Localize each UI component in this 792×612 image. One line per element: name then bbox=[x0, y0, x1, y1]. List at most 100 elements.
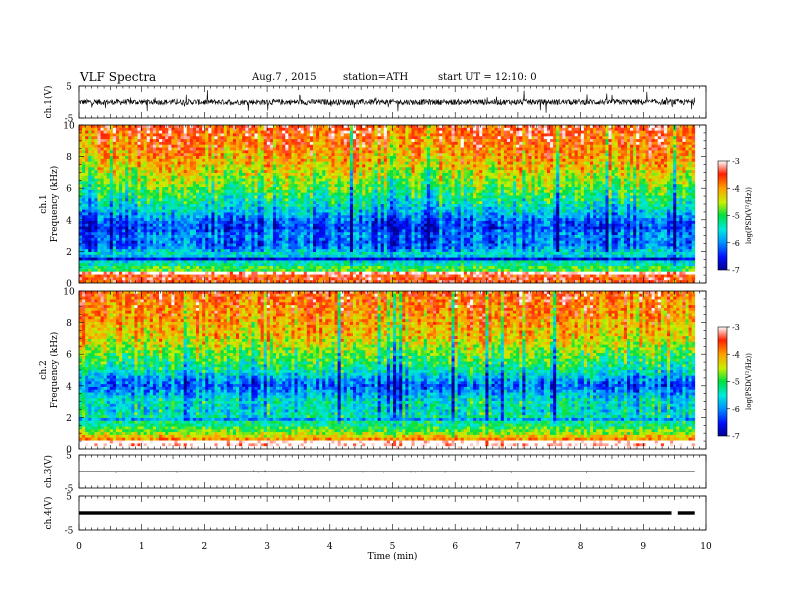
spectrogram-cell bbox=[617, 156, 622, 160]
spectrogram-cell bbox=[257, 178, 262, 182]
spectrogram-cell bbox=[282, 127, 286, 132]
spectrogram-cell bbox=[663, 133, 668, 137]
spectrogram-cell bbox=[356, 158, 360, 163]
spectrogram-cell bbox=[516, 175, 520, 180]
spectrogram-cell bbox=[174, 175, 178, 180]
spectrogram-cell bbox=[522, 153, 526, 157]
spectrogram-cell bbox=[199, 147, 203, 151]
spectrogram-cell bbox=[79, 130, 83, 134]
spectrogram-cell bbox=[202, 172, 206, 177]
spectrogram-cell bbox=[174, 158, 178, 163]
spectrogram-cell bbox=[682, 181, 686, 185]
spectrogram-cell bbox=[306, 130, 311, 134]
spectrogram-cell bbox=[134, 136, 138, 140]
spectrogram-cell bbox=[291, 153, 295, 157]
spectrogram-cell bbox=[667, 144, 671, 148]
spectrogram-cell bbox=[599, 153, 603, 157]
spectrogram-cell bbox=[663, 130, 668, 134]
spectrogram-cell bbox=[670, 184, 674, 188]
spectrogram-cell bbox=[162, 189, 166, 194]
spectrogram-cell bbox=[676, 172, 680, 177]
spectrogram-cell bbox=[199, 139, 203, 143]
spectrogram-cell bbox=[617, 133, 622, 137]
spectrogram-cell bbox=[174, 130, 178, 134]
spectrogram-cell bbox=[531, 136, 536, 140]
spectrogram-cell bbox=[325, 153, 329, 157]
spectrogram-cell bbox=[309, 125, 314, 129]
spectrogram-cell bbox=[583, 175, 588, 180]
spectrogram-cell bbox=[602, 153, 606, 157]
spectrogram-cell bbox=[189, 172, 194, 177]
spectrogram-cell bbox=[146, 167, 151, 171]
spectrogram-cell bbox=[556, 127, 560, 132]
spectrogram-cell bbox=[232, 156, 237, 160]
spectrogram-cell bbox=[445, 156, 449, 160]
spectrogram-cell bbox=[168, 144, 172, 148]
spectrogram-cell bbox=[192, 181, 197, 185]
spectrogram-cell bbox=[226, 130, 231, 134]
spectrogram-cell bbox=[334, 181, 338, 185]
spectrogram-cell bbox=[245, 133, 249, 137]
spectrogram-cell bbox=[448, 181, 452, 185]
spectrogram-cell bbox=[199, 175, 203, 180]
spectrogram-cell bbox=[543, 153, 548, 157]
spectrogram-cell bbox=[380, 164, 385, 168]
spectrogram-cell bbox=[562, 133, 566, 137]
spectrogram-cell bbox=[349, 161, 354, 165]
spectrogram-cell bbox=[125, 161, 129, 165]
spectrogram-cell bbox=[469, 158, 474, 163]
spectrogram-cell bbox=[534, 136, 539, 140]
spectrogram-cell bbox=[334, 164, 338, 168]
spectrogram-cell bbox=[88, 189, 92, 194]
spectrogram-cell bbox=[448, 158, 452, 163]
spectrogram-cell bbox=[300, 187, 305, 191]
spectrogram-cell bbox=[494, 187, 499, 191]
spectrogram-cell bbox=[466, 187, 471, 191]
spectrogram-cell bbox=[285, 164, 289, 168]
spectrogram-cell bbox=[220, 150, 225, 154]
spectrogram-cell bbox=[429, 178, 434, 182]
spectrogram-cell bbox=[620, 150, 625, 154]
spectrogram-cell bbox=[648, 175, 653, 180]
spectrogram-cell bbox=[303, 189, 308, 194]
spectrogram-cell bbox=[294, 189, 298, 194]
spectrogram-cell bbox=[593, 167, 597, 171]
spectrogram-cell bbox=[349, 158, 354, 163]
spectrogram-cell bbox=[513, 184, 517, 188]
spectrogram-cell bbox=[436, 150, 440, 154]
spectrogram-cell bbox=[214, 125, 218, 129]
spectrogram-cell bbox=[263, 184, 268, 188]
spectrogram-cell bbox=[205, 127, 209, 132]
spectrogram-cell bbox=[605, 187, 609, 191]
spectrogram-cell bbox=[568, 170, 572, 174]
spectrogram-cell bbox=[134, 127, 138, 132]
spectrogram-cell bbox=[500, 187, 505, 191]
spectrogram-cell bbox=[657, 139, 662, 143]
spectrogram-cell bbox=[445, 184, 449, 188]
spectrogram-cell bbox=[571, 156, 576, 160]
spectrogram-cell bbox=[137, 133, 141, 137]
spectrogram-cell bbox=[356, 161, 360, 165]
spectrogram-cell bbox=[288, 147, 292, 151]
spectrogram-cell bbox=[112, 164, 117, 168]
spectrogram-cell bbox=[285, 156, 289, 160]
spectrogram-cell bbox=[414, 189, 419, 194]
spectrogram-cell bbox=[245, 130, 249, 134]
spectrogram-cell bbox=[165, 130, 169, 134]
spectrogram-cell bbox=[294, 172, 298, 177]
spectrogram-cell bbox=[239, 178, 243, 182]
spectrogram-cell bbox=[349, 156, 354, 160]
spectrogram-cell bbox=[500, 158, 505, 163]
spectrogram-cell bbox=[485, 141, 489, 146]
spectrogram-cell bbox=[691, 136, 696, 140]
spectrogram-cell bbox=[352, 156, 357, 160]
spectrogram-cell bbox=[651, 156, 656, 160]
spectrogram-cell bbox=[528, 150, 532, 154]
spectrogram-cell bbox=[596, 161, 600, 165]
spectrogram-cell bbox=[580, 130, 585, 134]
spectrogram-cell bbox=[553, 181, 557, 185]
spectrogram-cell bbox=[466, 136, 471, 140]
spectrogram-cell bbox=[380, 158, 385, 163]
spectrogram-cell bbox=[257, 139, 262, 143]
